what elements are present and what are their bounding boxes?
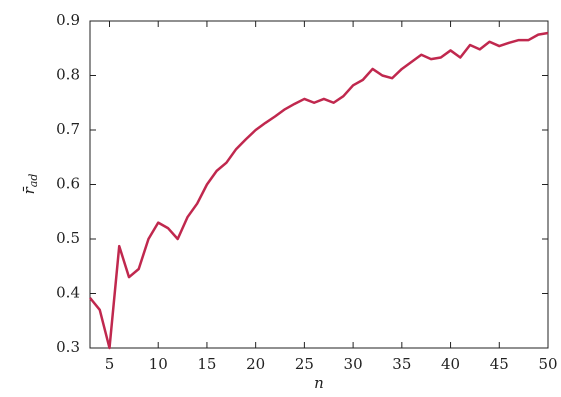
data-line [89,31,549,350]
x-tick-label: 5 [105,355,115,373]
y-tick-label: 0.8 [56,66,80,84]
y-tick-label: 0.6 [56,175,80,193]
x-tick-label: 10 [149,355,168,373]
y-axis-symbol: r̄ [20,186,38,194]
x-tick-label: 15 [197,355,216,373]
y-axis-label: r̄ad [20,174,40,195]
y-tick-label: 0.9 [56,11,80,29]
x-tick-label: 45 [490,355,509,373]
y-tick-label: 0.5 [56,229,80,247]
x-tick-label: 20 [246,355,265,373]
y-tick-label: 0.4 [56,284,80,302]
y-tick-label: 0.3 [56,338,80,356]
y-tick-label: 0.7 [56,120,80,138]
x-tick-label: 40 [441,355,460,373]
x-axis-label: n [314,374,324,392]
x-tick-label: 35 [392,355,411,373]
x-tick-label: 25 [295,355,314,373]
y-axis-subscript: ad [27,174,40,188]
x-tick-label: 30 [344,355,363,373]
plot-frame [89,20,549,349]
x-tick-label: 50 [538,355,557,373]
